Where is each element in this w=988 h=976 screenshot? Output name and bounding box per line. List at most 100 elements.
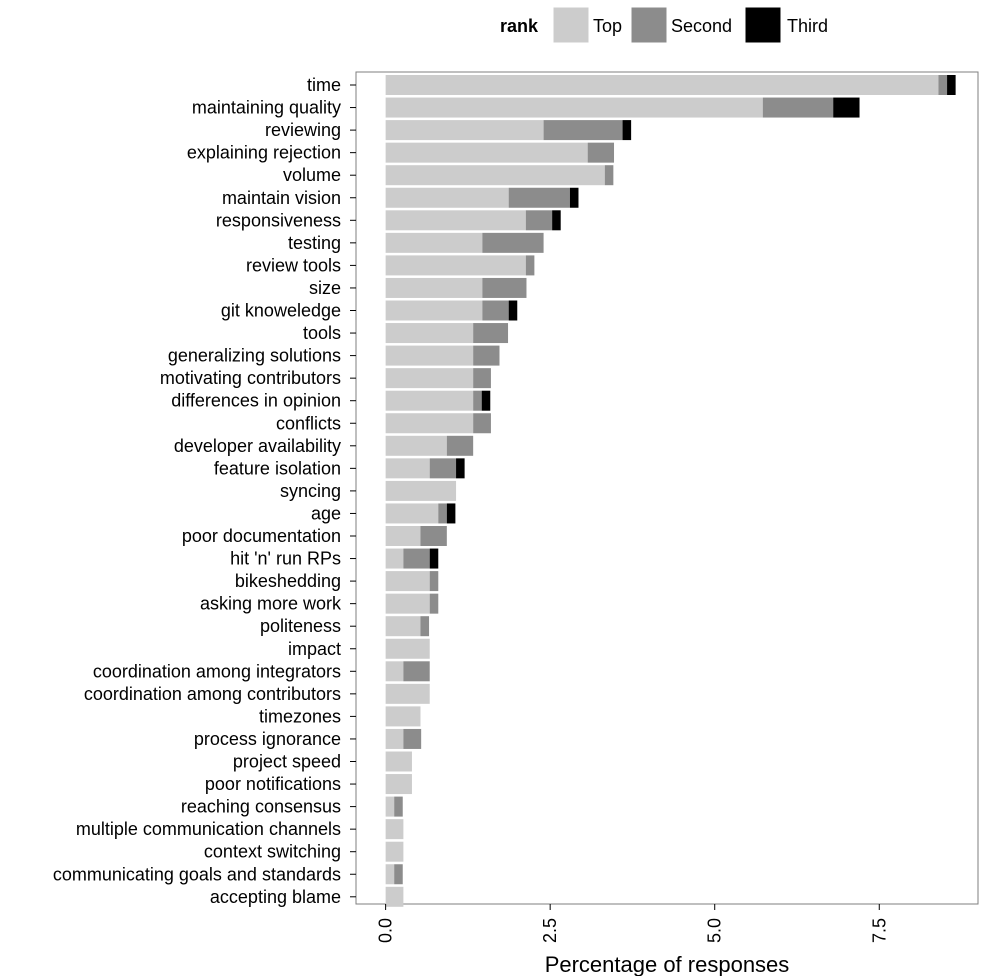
bar-second xyxy=(403,661,430,682)
category-label: project speed xyxy=(233,752,341,772)
bar-second xyxy=(482,300,509,321)
bar-second xyxy=(525,210,553,231)
legend-key-top xyxy=(552,6,590,44)
category-label: context switching xyxy=(204,842,341,862)
bar-top xyxy=(385,323,474,344)
bar-top xyxy=(385,706,421,727)
legend: rank Top Second Third xyxy=(500,6,828,44)
bar-top xyxy=(385,413,474,434)
bar-second xyxy=(394,864,403,885)
bar-top xyxy=(385,503,439,524)
x-tick-label: 2.5 xyxy=(540,918,560,943)
bar-second xyxy=(482,277,527,298)
bar-third xyxy=(622,120,632,141)
bar-second xyxy=(420,616,430,637)
bar-top xyxy=(385,616,421,637)
category-label: tools xyxy=(303,323,341,343)
bar-top xyxy=(385,187,509,208)
bars-group xyxy=(385,75,956,907)
category-label: explaining rejection xyxy=(187,143,341,163)
category-label: bikeshedding xyxy=(235,571,341,591)
x-axis: 0.0 2.5 5.0 7.5 xyxy=(376,904,889,943)
bar-top xyxy=(385,435,447,456)
bar-top xyxy=(385,661,404,682)
category-label: poor notifications xyxy=(205,774,341,794)
bar-third xyxy=(446,503,456,524)
x-tick-label: 0.0 xyxy=(376,918,396,943)
bar-top xyxy=(385,841,404,862)
category-label: coordination among contributors xyxy=(84,684,341,704)
bar-top xyxy=(385,277,483,298)
bar-top xyxy=(385,728,404,749)
category-label: communicating goals and standards xyxy=(53,864,341,884)
bar-top xyxy=(385,75,939,95)
bar-top xyxy=(385,345,474,366)
category-label: time xyxy=(307,75,341,95)
bar-top xyxy=(385,796,395,817)
category-label: review tools xyxy=(246,255,341,275)
bar-second xyxy=(473,323,509,344)
category-label: git knoweledge xyxy=(221,301,341,321)
bar-second xyxy=(446,435,474,456)
bar-second xyxy=(394,796,403,817)
bar-second xyxy=(473,413,491,434)
category-label: reviewing xyxy=(265,120,341,140)
category-label: maintaining quality xyxy=(192,98,341,118)
bar-second xyxy=(473,368,491,389)
legend-label-second: Second xyxy=(671,16,732,36)
bar-top xyxy=(385,142,588,163)
bar-top xyxy=(385,368,474,389)
bar-top xyxy=(385,526,421,546)
category-label: differences in opinion xyxy=(171,391,341,411)
legend-label-third: Third xyxy=(787,16,828,36)
bar-second xyxy=(543,120,623,141)
category-label: responsiveness xyxy=(216,210,341,230)
bar-second xyxy=(482,232,544,253)
bar-top xyxy=(385,774,412,795)
bar-top xyxy=(385,390,474,411)
bar-third xyxy=(552,210,561,231)
category-label: volume xyxy=(283,165,341,185)
category-label: maintain vision xyxy=(222,188,341,208)
category-label: testing xyxy=(288,233,341,253)
bar-third xyxy=(947,75,956,95)
category-label: conflicts xyxy=(276,413,341,433)
bar-top xyxy=(385,120,544,141)
bar-second xyxy=(587,142,615,163)
bar-second xyxy=(473,390,482,411)
category-label: multiple communication channels xyxy=(76,819,341,839)
category-label: feature isolation xyxy=(214,458,341,478)
bar-top xyxy=(385,548,404,569)
category-label: process ignorance xyxy=(194,729,341,749)
category-label: asking more work xyxy=(200,594,342,614)
category-label: generalizing solutions xyxy=(168,346,341,366)
bar-third xyxy=(833,97,860,118)
bar-second xyxy=(508,187,570,208)
category-label: size xyxy=(309,278,341,298)
bar-second xyxy=(420,526,447,546)
x-tick-label: 5.0 xyxy=(705,918,725,943)
category-label: hit 'n' run RPs xyxy=(230,549,341,569)
bar-top xyxy=(385,458,430,479)
category-label: age xyxy=(311,503,341,523)
legend-key-second xyxy=(630,6,668,44)
bar-second xyxy=(403,728,422,749)
bar-second xyxy=(473,345,500,366)
x-axis-title: Percentage of responses xyxy=(545,952,790,976)
bar-second xyxy=(604,165,614,186)
bar-third xyxy=(481,390,491,411)
category-label: impact xyxy=(288,639,341,659)
bar-second xyxy=(762,97,834,118)
category-label: reaching consensus xyxy=(181,797,341,817)
bar-top xyxy=(385,165,605,186)
bar-second xyxy=(525,255,535,276)
legend-label-top: Top xyxy=(593,16,622,36)
x-tick-label: 7.5 xyxy=(869,918,889,943)
bar-top xyxy=(385,638,430,659)
category-label: accepting blame xyxy=(210,887,341,907)
legend-key-third xyxy=(744,6,782,44)
category-label: developer availability xyxy=(174,436,341,456)
category-label: timezones xyxy=(259,706,341,726)
